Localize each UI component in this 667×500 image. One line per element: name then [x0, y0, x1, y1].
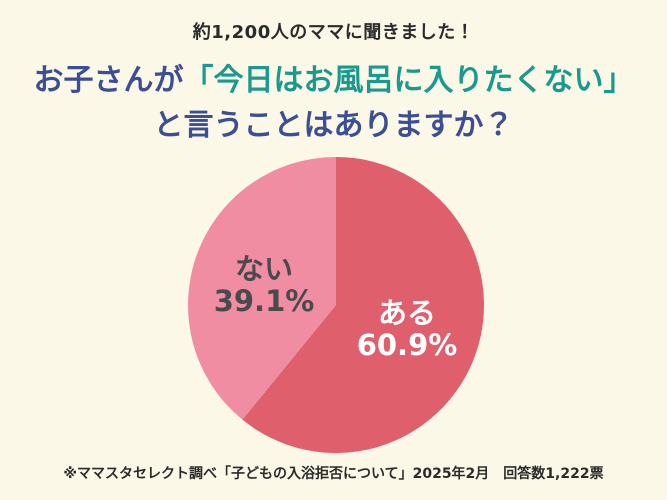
page-title: お子さんが「今日はお風呂に入りたくない」 と言うことはありますか？	[0, 58, 667, 148]
pie-slice-label-nai: ない 39.1%	[214, 253, 315, 317]
pie-slice-1	[188, 157, 336, 420]
title-line1-prefix: お子さんが	[33, 63, 184, 98]
slice-percent: 60.9%	[356, 328, 458, 362]
pie-slice-0	[242, 157, 484, 453]
footnote: ※ママスタセレクト調べ「子どもの入浴拒否について」2025年2月 回答数1,22…	[63, 466, 604, 482]
pie-slice-label-aru: ある 60.9%	[357, 297, 458, 361]
pie-chart	[188, 157, 484, 453]
title-line1: お子さんが「今日はお風呂に入りたくない」	[0, 58, 667, 103]
slice-name: ない	[234, 252, 294, 286]
slice-percent: 39.1%	[213, 284, 315, 318]
title-line2: と言うことはありますか？	[153, 108, 514, 143]
title-line1-highlight: 「今日はお風呂に入りたくない」	[183, 63, 634, 98]
eyebrow-text: 約1,200人のママに聞きました！	[192, 22, 475, 43]
slice-name: ある	[377, 296, 437, 330]
